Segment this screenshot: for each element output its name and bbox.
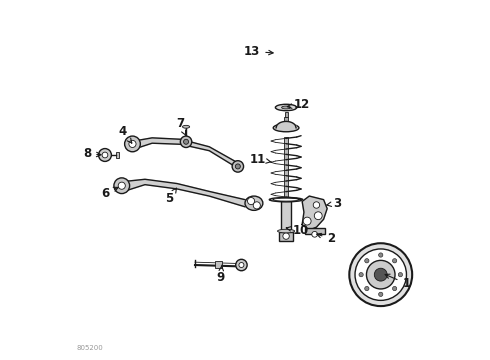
Text: 5: 5 [165,188,176,205]
Circle shape [239,262,244,267]
Ellipse shape [270,198,303,202]
Ellipse shape [245,196,263,210]
Circle shape [283,233,289,239]
Circle shape [303,217,311,225]
Bar [284,137,288,202]
Circle shape [359,273,363,277]
Circle shape [118,182,125,189]
Text: 13: 13 [244,45,273,58]
Text: 2: 2 [317,233,336,246]
Circle shape [129,140,136,148]
Bar [116,152,119,158]
Circle shape [235,164,241,169]
Ellipse shape [273,198,299,201]
Circle shape [180,136,192,148]
Circle shape [379,253,383,257]
Circle shape [124,136,140,152]
Text: 11: 11 [249,153,271,166]
Bar [305,228,325,234]
Circle shape [365,258,369,263]
Bar [281,202,291,232]
Polygon shape [302,196,327,230]
Circle shape [392,258,397,263]
Circle shape [98,149,111,161]
Ellipse shape [282,106,291,109]
Circle shape [184,139,189,144]
Ellipse shape [182,125,190,128]
Text: 10: 10 [286,224,309,237]
Bar [284,117,288,121]
Circle shape [236,259,247,271]
Ellipse shape [273,124,299,132]
Circle shape [379,292,383,296]
Polygon shape [128,179,245,207]
Text: 3: 3 [327,197,341,210]
Circle shape [365,287,369,291]
Circle shape [313,202,319,208]
Circle shape [355,249,407,300]
Circle shape [314,212,322,220]
Bar [215,261,222,268]
Circle shape [367,260,395,289]
Text: 6: 6 [101,187,118,200]
Text: 805200: 805200 [76,345,103,351]
Circle shape [392,287,397,291]
Circle shape [253,202,260,209]
Circle shape [374,268,387,281]
Text: 9: 9 [217,265,225,284]
Bar [279,232,293,241]
Text: 4: 4 [119,125,132,143]
Polygon shape [138,138,238,168]
Circle shape [312,231,318,237]
Circle shape [232,161,244,172]
Bar [285,112,288,117]
Circle shape [349,243,412,306]
Text: 1: 1 [385,274,411,290]
Circle shape [247,198,255,204]
Circle shape [114,178,130,194]
Circle shape [398,273,402,277]
Text: 12: 12 [287,99,310,112]
Ellipse shape [275,104,297,111]
Text: 8: 8 [83,148,101,161]
Text: 7: 7 [176,117,186,135]
Ellipse shape [277,229,294,233]
Circle shape [102,152,108,158]
